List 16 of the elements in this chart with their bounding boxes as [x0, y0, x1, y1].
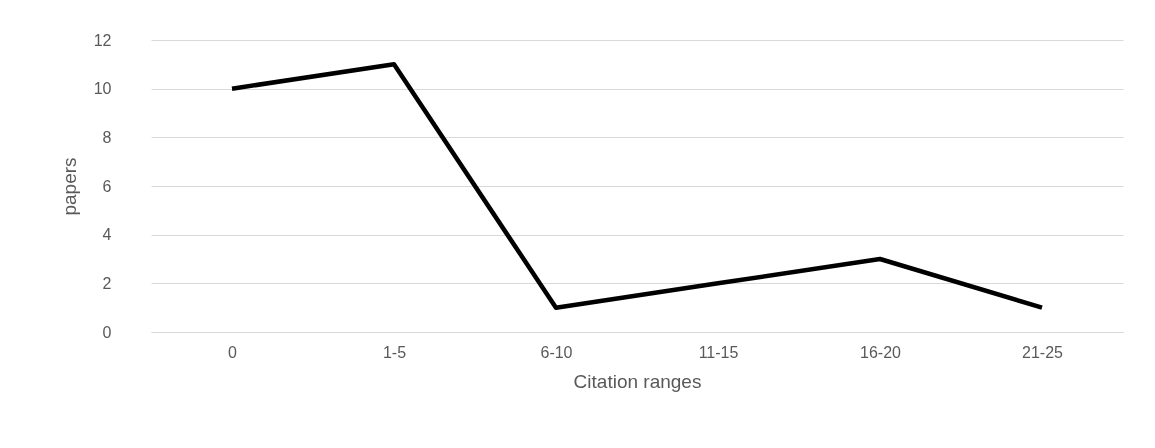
y-tick-label: 12 — [93, 31, 112, 49]
line-series — [229, 62, 1045, 310]
y-tick-label: 2 — [102, 274, 112, 292]
x-tick-label: 16-20 — [860, 343, 902, 361]
y-tick-label: 4 — [102, 226, 112, 244]
y-tick-label: 10 — [93, 80, 112, 98]
x-tick-label: 1-5 — [382, 343, 407, 361]
y-tick-label: 6 — [102, 177, 112, 195]
y-axis-title: papers — [58, 157, 80, 216]
x-axis-title: Citation ranges — [573, 370, 702, 392]
y-tick-label: 8 — [102, 128, 112, 146]
x-tick-label: 21-25 — [1022, 343, 1064, 361]
y-tick-label: 0 — [102, 323, 112, 341]
x-tick-label: 6-10 — [540, 343, 573, 361]
x-tick-label: 11-15 — [698, 343, 739, 361]
x-tick-label: 0 — [228, 343, 238, 361]
